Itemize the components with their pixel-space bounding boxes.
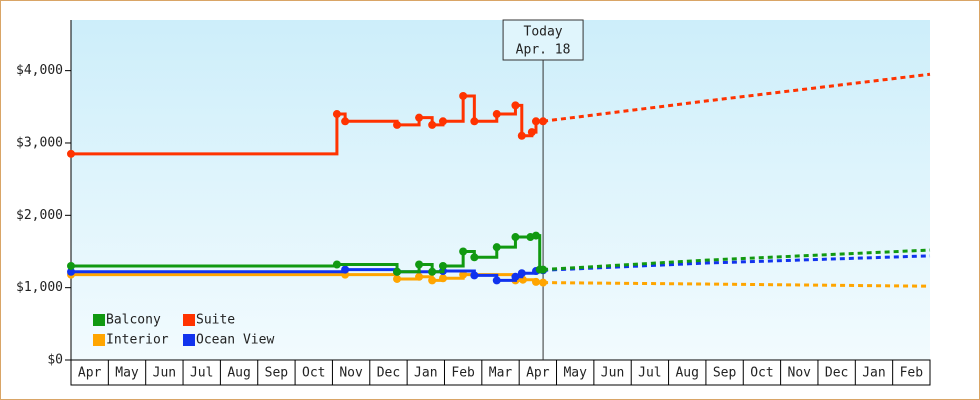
forecast-line (542, 248, 931, 272)
price-point (511, 272, 520, 281)
y-tick-label: $0 (47, 353, 63, 368)
price-point (539, 117, 548, 126)
x-tick-label: Jun (153, 366, 176, 381)
price-point (67, 261, 75, 270)
today-box (502, 19, 584, 61)
x-tick-label: Dec (825, 366, 848, 381)
x-tick-label: Apr (526, 366, 550, 381)
price-point (517, 269, 526, 278)
x-tick-label: May (563, 366, 587, 381)
legend-label: Interior (106, 333, 169, 348)
x-tick-label: Aug (675, 366, 698, 381)
price-point (459, 91, 468, 100)
x-tick-label: Oct (302, 366, 325, 381)
x-tick-label: Dec (377, 366, 400, 381)
price-point (470, 253, 479, 262)
y-tick-label: $4,000 (16, 63, 63, 78)
x-axis-box (70, 359, 931, 386)
today-label: Today (524, 25, 563, 40)
price-point (527, 128, 536, 137)
price-point (459, 270, 468, 279)
x-tick-label: May (115, 366, 139, 381)
price-point (341, 117, 350, 126)
price-point (531, 231, 540, 240)
x-tick-label: Jun (601, 366, 624, 381)
legend-swatch (93, 334, 105, 346)
series-line (71, 94, 544, 156)
legend-swatch (183, 314, 195, 326)
x-tick-label: Mar (489, 366, 513, 381)
price-point (470, 271, 479, 280)
x-tick-label: Feb (900, 366, 924, 381)
forecast-line (543, 281, 931, 288)
price-point (415, 272, 424, 281)
x-tick-label: Sep (265, 366, 289, 381)
price-point (332, 260, 341, 269)
price-point (470, 117, 479, 126)
today-date: Apr. 18 (516, 43, 571, 58)
legend-label: Balcony (106, 313, 161, 328)
price-point (428, 267, 437, 276)
legend-swatch (183, 334, 195, 346)
price-point (415, 260, 424, 269)
x-tick-label: Jan (414, 366, 437, 381)
price-point (438, 261, 447, 270)
price-point (393, 267, 402, 276)
x-tick-label: Apr (78, 366, 102, 381)
x-tick-label: Jul (190, 366, 213, 381)
x-tick-label: Feb (451, 366, 475, 381)
price-point (67, 149, 75, 158)
y-tick-label: $2,000 (16, 208, 63, 223)
price-point (393, 274, 402, 283)
y-tick-label: $3,000 (16, 135, 63, 150)
legend-label: Suite (196, 313, 235, 328)
x-tick-label: Jul (638, 366, 661, 381)
price-point (511, 101, 520, 110)
x-tick-label: Oct (750, 366, 773, 381)
price-point (539, 265, 548, 274)
x-tick-label: Jan (862, 366, 885, 381)
plot-area (71, 20, 930, 360)
price-point (67, 267, 75, 276)
x-tick-label: Sep (713, 366, 737, 381)
price-point (438, 117, 447, 126)
price-point (428, 276, 437, 285)
x-tick-label: Aug (227, 366, 250, 381)
price-point (531, 277, 540, 286)
price-point (332, 110, 341, 119)
x-tick-label: Nov (339, 366, 363, 381)
price-point (341, 265, 350, 274)
forecast-line (542, 72, 931, 123)
legend-label: Ocean View (196, 333, 274, 348)
price-point (492, 110, 501, 119)
price-point (438, 274, 447, 283)
price-point (492, 276, 501, 285)
price-point (517, 131, 526, 140)
price-point (531, 117, 540, 126)
price-point (415, 113, 424, 122)
price-point (539, 278, 548, 287)
x-tick-label: Nov (788, 366, 812, 381)
price-point (428, 120, 437, 129)
price-point (393, 120, 402, 129)
legend-swatch (93, 314, 105, 326)
price-point (511, 233, 520, 242)
price-point (459, 247, 468, 256)
y-tick-label: $1,000 (16, 280, 63, 295)
price-point (492, 243, 501, 252)
